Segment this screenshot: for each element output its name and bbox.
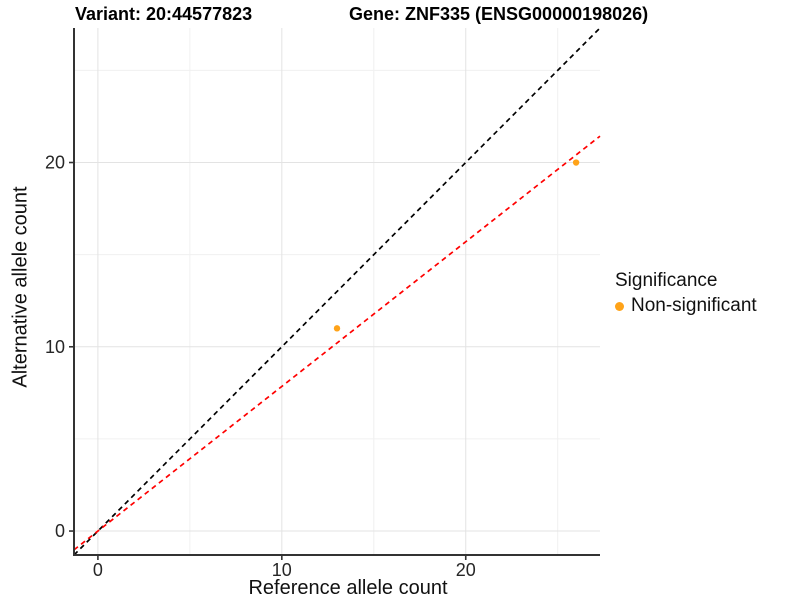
y-axis-title: Alternative allele count — [9, 186, 32, 388]
legend-item-non-significant: Non-significant — [615, 295, 757, 317]
regression-fit-line — [73, 135, 601, 551]
data-point — [572, 159, 580, 166]
gene-title: Gene: ZNF335 (ENSG00000198026) — [349, 4, 649, 24]
identity-line — [73, 27, 601, 556]
legend-title: Significance — [615, 270, 718, 291]
x-tick-label: 0 — [93, 560, 103, 580]
x-tick-label: 20 — [456, 560, 476, 580]
y-tick-label: 10 — [45, 337, 65, 357]
y-tick-label: 20 — [45, 153, 65, 173]
legend-item-label: Non-significant — [631, 295, 757, 316]
non-significant-point-icon — [615, 301, 624, 311]
legend: Significance Non-significant — [615, 270, 757, 317]
variant-title: Variant: 20:44577823 — [75, 4, 253, 24]
x-tick-label: 10 — [272, 560, 292, 580]
y-tick-label: 0 — [55, 521, 65, 541]
x-axis-title: Reference allele count — [248, 577, 448, 599]
data-point — [333, 325, 341, 332]
